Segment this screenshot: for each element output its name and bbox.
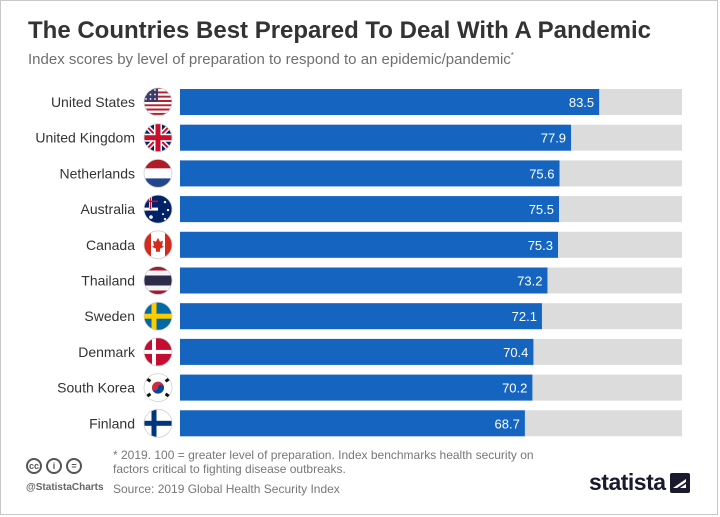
creative-commons-icon: cc [26, 458, 42, 474]
value-label: 75.3 [528, 238, 553, 253]
netherlands-flag-icon [144, 159, 172, 188]
bar [180, 374, 533, 401]
value-label: 70.4 [503, 345, 528, 360]
statista-logo-icon [669, 472, 690, 493]
bar [180, 338, 534, 365]
sweden-flag-icon [144, 302, 172, 331]
flag-outline [143, 158, 173, 188]
bar [180, 231, 559, 258]
category-label: Netherlands [60, 165, 136, 181]
subtitle-text: Index scores by level of preparation to … [28, 51, 511, 68]
bar [180, 196, 560, 223]
category-label: Australia [81, 201, 136, 217]
flag-outline [143, 266, 173, 295]
finland-flag-icon [144, 409, 172, 438]
statista-logo: statista [589, 469, 690, 496]
category-label: South Korea [57, 380, 135, 396]
bar [180, 410, 525, 437]
value-label: 75.5 [529, 202, 554, 217]
bar [180, 124, 572, 151]
category-label: United States [51, 94, 135, 110]
value-label: 77.9 [541, 131, 566, 146]
category-label: Thailand [81, 273, 135, 289]
flag-outline [143, 123, 173, 153]
source-note: Source: 2019 Global Health Security Inde… [113, 482, 340, 496]
value-label: 68.7 [495, 416, 520, 431]
category-label: Sweden [84, 308, 135, 324]
flag-outline [143, 230, 173, 260]
social-handle: @StatistaCharts [26, 482, 104, 493]
bar-chart: 83.5 United States 77.9 United Kingdom 75.6 N… [35, 87, 682, 438]
bar [180, 267, 548, 294]
category-label: Finland [89, 415, 135, 431]
flag-outline [143, 301, 173, 331]
value-label: 83.5 [569, 95, 594, 110]
flag-outline [143, 337, 173, 367]
chart-subtitle: Index scores by level of preparation to … [28, 51, 514, 68]
uk-flag-icon [144, 123, 172, 152]
brand-name: statista [589, 469, 666, 495]
us-flag-icon [144, 88, 172, 116]
flag-outline [143, 373, 173, 403]
australia-flag-icon [144, 195, 172, 224]
canada-flag-icon [144, 230, 172, 259]
subtitle-footnote-mark: * [510, 51, 514, 60]
south-korea-flag-icon [144, 373, 172, 402]
thailand-flag-icon [144, 266, 172, 295]
chart-title: The Countries Best Prepared To Deal With… [28, 17, 652, 44]
category-label: United Kingdom [35, 130, 135, 146]
value-label: 73.2 [517, 274, 542, 289]
no-derivatives-icon: = [66, 458, 82, 474]
attribution-icon: i [46, 458, 62, 474]
license-icons: cc i = [26, 458, 82, 474]
flag-outline [143, 194, 173, 224]
value-label: 75.6 [529, 166, 554, 181]
flag-outline [143, 87, 173, 117]
denmark-flag-icon [144, 337, 172, 366]
footnote: * 2019. 100 = greater level of preparati… [113, 448, 534, 476]
bar [180, 89, 600, 115]
bar [180, 160, 560, 187]
value-label: 70.2 [502, 381, 527, 396]
category-label: Canada [86, 237, 135, 253]
category-label: Denmark [78, 344, 136, 360]
value-label: 72.1 [512, 309, 537, 324]
flag-outline [143, 408, 173, 438]
bar [180, 303, 542, 330]
